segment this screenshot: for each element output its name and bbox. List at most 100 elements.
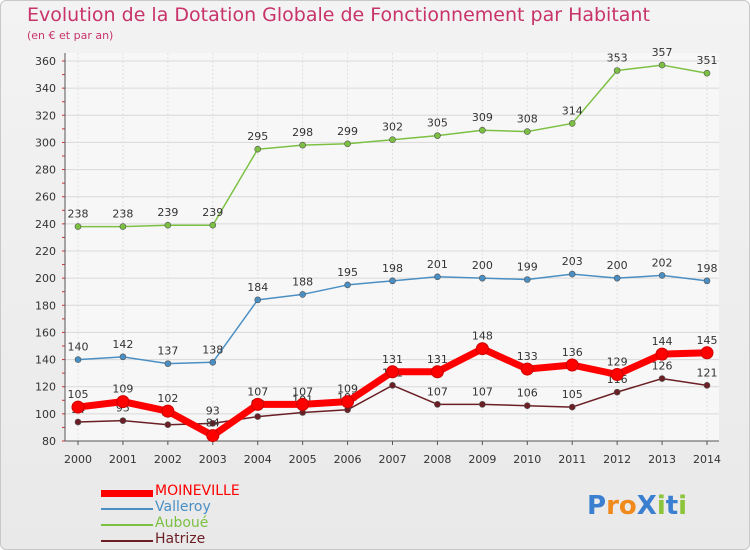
- chart-subtitle: (en € et par an): [27, 29, 114, 42]
- data-label: 305: [427, 117, 448, 130]
- data-point: [341, 395, 355, 409]
- data-point: [658, 61, 666, 69]
- data-label: 299: [337, 125, 358, 138]
- data-label: 148: [472, 330, 493, 343]
- data-point: [206, 429, 220, 443]
- data-point: [613, 274, 621, 282]
- data-point: [386, 365, 399, 379]
- data-point: [568, 270, 576, 278]
- data-label: 145: [697, 334, 718, 347]
- data-point: [523, 128, 531, 135]
- data-label: 109: [112, 383, 133, 396]
- data-point: [209, 358, 217, 366]
- data-point: [610, 368, 624, 381]
- y-tick-label: 100: [35, 408, 56, 421]
- data-point: [434, 401, 441, 408]
- data-point: [430, 365, 444, 379]
- data-label: 200: [607, 259, 628, 272]
- data-label: 107: [292, 385, 313, 398]
- x-tick-label: 2007: [379, 453, 407, 466]
- data-label: 93: [206, 404, 220, 417]
- x-tick-label: 2012: [603, 453, 631, 466]
- data-label: 198: [697, 262, 718, 275]
- y-tick-label: 180: [35, 299, 56, 312]
- data-label: 129: [607, 356, 628, 369]
- data-point: [344, 140, 351, 148]
- data-point: [389, 382, 396, 389]
- data-label: 195: [337, 266, 358, 279]
- data-point: [71, 400, 85, 414]
- x-tick-label: 2002: [154, 453, 182, 466]
- x-tick-label: 2011: [558, 453, 586, 466]
- x-tick-label: 2001: [109, 453, 137, 466]
- x-tick-label: 2014: [693, 453, 721, 466]
- logo-letter: t: [665, 491, 679, 521]
- data-point: [116, 395, 130, 409]
- x-tick-label: 2009: [468, 453, 496, 466]
- y-tick-label: 240: [35, 218, 56, 231]
- data-label: 133: [517, 350, 538, 363]
- y-tick-label: 320: [35, 109, 56, 122]
- data-label: 105: [68, 388, 89, 401]
- data-point: [703, 277, 711, 285]
- y-tick-label: 220: [35, 245, 56, 258]
- data-point: [389, 136, 396, 144]
- data-label: 238: [112, 208, 133, 221]
- data-point: [658, 375, 666, 382]
- y-tick-label: 140: [35, 354, 56, 367]
- data-label: 142: [112, 338, 133, 351]
- data-label: 105: [562, 388, 583, 401]
- legend-swatch-hatrize: [101, 540, 153, 542]
- x-tick-label: 2010: [513, 453, 541, 466]
- data-label: 107: [427, 385, 448, 398]
- logo-letter: P: [587, 491, 607, 521]
- data-label: 106: [517, 387, 538, 400]
- x-tick-label: 2006: [334, 453, 362, 466]
- y-tick-label: 200: [35, 272, 56, 285]
- legend-label-hatrize: Hatrize: [155, 531, 206, 547]
- legend-swatch-valleroy: [101, 508, 153, 510]
- data-label: 201: [427, 258, 448, 271]
- data-label: 184: [247, 281, 268, 294]
- y-tick-label: 80: [42, 435, 56, 448]
- x-tick-label: 2000: [64, 453, 92, 466]
- data-point: [568, 120, 576, 127]
- data-label: 239: [157, 206, 178, 219]
- x-tick-label: 2013: [648, 453, 676, 466]
- data-point: [565, 358, 579, 372]
- logo-letter: X: [636, 491, 657, 521]
- data-label: 84: [206, 417, 220, 430]
- data-point: [74, 223, 82, 230]
- y-tick-label: 280: [35, 164, 56, 177]
- data-point: [164, 421, 172, 429]
- data-point: [613, 67, 621, 74]
- y-tick-label: 160: [35, 326, 56, 339]
- data-point: [164, 221, 172, 229]
- data-point: [119, 417, 127, 424]
- data-point: [209, 420, 217, 427]
- logo-letter: o: [618, 491, 637, 521]
- x-tick-label: 2003: [199, 453, 227, 466]
- data-label: 131: [382, 353, 403, 366]
- data-label: 109: [337, 383, 358, 396]
- data-label: 137: [157, 345, 178, 358]
- data-point: [299, 291, 306, 298]
- data-label: 314: [562, 104, 583, 117]
- data-point: [568, 403, 576, 411]
- data-label: 238: [68, 208, 89, 221]
- data-point: [254, 413, 262, 420]
- data-point: [434, 132, 441, 139]
- data-point: [703, 69, 711, 77]
- data-point: [479, 274, 486, 282]
- data-label: 131: [427, 353, 448, 366]
- data-label: 121: [697, 366, 718, 379]
- data-point: [475, 342, 489, 356]
- data-point: [700, 346, 714, 360]
- x-tick-label: 2004: [244, 453, 272, 466]
- data-point: [254, 145, 262, 153]
- data-label: 107: [247, 385, 268, 398]
- data-label: 351: [697, 54, 718, 67]
- data-point: [296, 397, 310, 411]
- data-label: 302: [382, 121, 403, 134]
- data-point: [658, 272, 666, 279]
